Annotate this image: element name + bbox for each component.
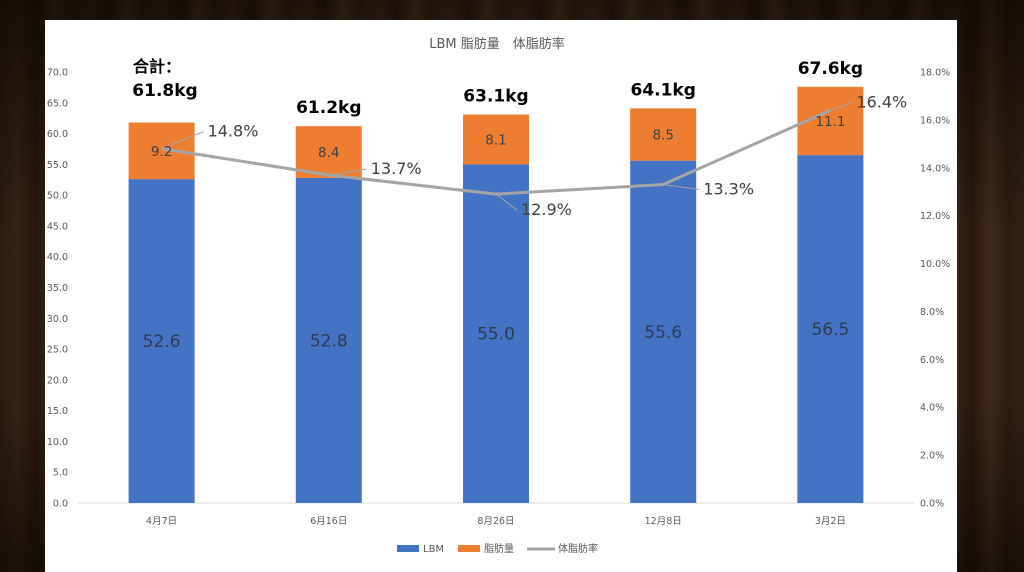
total-weight-label: 63.1kg	[463, 86, 528, 106]
total-weight-label: 64.1kg	[630, 80, 695, 100]
leader-line	[161, 131, 204, 150]
y-right-tick-label: 8.0%	[920, 307, 944, 318]
bar-lbm	[463, 164, 529, 503]
y-left-tick-label: 25.0	[47, 345, 68, 356]
chart-title: LBM 脂肪量 体脂肪率	[429, 36, 565, 52]
y-left-tick-label: 35.0	[47, 283, 68, 294]
lbm-value-label: 55.0	[477, 325, 515, 345]
y-left-tick-label: 40.0	[47, 252, 68, 263]
total-prefix-label: 合計：	[133, 57, 181, 76]
y-left-tick-label: 0.0	[53, 499, 68, 510]
bar-fat-mass	[295, 126, 362, 178]
leader-line	[328, 168, 367, 176]
legend: LBM 脂肪量 体脂肪率	[397, 542, 598, 555]
x-tick-label: 6月16日	[310, 516, 347, 527]
y-left-tick-label: 15.0	[47, 406, 68, 417]
fat-mass-value-label: 8.1	[485, 132, 506, 148]
y-left-tick-label: 50.0	[47, 191, 68, 202]
fat-mass-value-label: 8.4	[318, 145, 339, 161]
bars	[128, 86, 864, 504]
bar-lbm	[128, 179, 195, 504]
lbm-value-label: 55.6	[644, 323, 682, 343]
body-fat-rate-label: 13.7%	[371, 159, 422, 178]
y-right-tick-label: 14.0%	[920, 163, 950, 174]
lbm-value-label: 52.8	[310, 331, 348, 351]
y-right-tick-label: 0.0%	[920, 499, 944, 510]
line-series	[161, 101, 853, 211]
y-right-tick-label: 4.0%	[920, 403, 944, 414]
fat-mass-value-label: 9.2	[151, 144, 172, 160]
body-fat-rate-label: 12.9%	[521, 200, 572, 219]
fat-mass-value-label: 11.1	[815, 114, 845, 130]
x-tick-label: 3月2日	[815, 516, 846, 527]
y-left-tick-label: 5.0	[53, 468, 68, 479]
body-fat-rate-label: 13.3%	[703, 180, 754, 199]
y-right-tick-label: 2.0%	[920, 451, 944, 462]
lbm-value-label: 56.5	[811, 320, 849, 340]
body-fat-rate-label: 16.4%	[856, 92, 907, 111]
y-right-tick-label: 6.0%	[920, 355, 944, 366]
y-left-tick-label: 10.0	[47, 437, 68, 448]
total-weight-label: 67.6kg	[798, 59, 863, 79]
y-right-tick-label: 18.0%	[920, 68, 950, 79]
bar-lbm	[295, 177, 362, 503]
legend-label-fat-mass: 脂肪量	[484, 542, 514, 555]
y-left-tick-label: 70.0	[47, 68, 68, 79]
bar-lbm	[630, 160, 697, 504]
fat-mass-value-label: 8.5	[652, 127, 673, 143]
leader-line	[830, 101, 853, 111]
total-weight-label: 61.8kg	[132, 81, 197, 101]
data-labels: 52.6 9.2 52.8 8.4 55.0 8.1 55.6 8.5 56.5 11.1 14.8…	[143, 92, 908, 352]
x-tick-label: 12月8日	[645, 516, 682, 527]
y-right-tick-label: 12.0%	[920, 211, 950, 222]
bar-fat-mass	[463, 114, 529, 165]
legend-swatch-fat-mass	[458, 545, 480, 552]
legend-swatch-lbm	[397, 545, 419, 552]
total-labels: 合計： 61.8kg 61.2kg 63.1kg 64.1kg 67.6kg	[132, 57, 863, 118]
bar-lbm	[797, 155, 864, 503]
y-axis-ticks: 0.0 5.0 10.0 15.0 20.0 25.0 30.0 35.0 40.0 45.0 50…	[47, 68, 950, 510]
body-fat-rate-label: 14.8%	[208, 122, 259, 141]
leader-line	[495, 193, 518, 211]
y-left-tick-label: 45.0	[47, 221, 68, 232]
bar-fat-mass	[630, 108, 697, 161]
y-right-tick-label: 16.0%	[920, 115, 950, 126]
total-weight-label: 61.2kg	[296, 98, 361, 118]
legend-label-body-fat-rate: 体脂肪率	[558, 542, 598, 555]
y-left-tick-label: 65.0	[47, 98, 68, 109]
leader-line	[663, 184, 700, 191]
legend-label-lbm: LBM	[423, 544, 444, 555]
y-left-tick-label: 20.0	[47, 375, 68, 386]
y-left-tick-label: 55.0	[47, 160, 68, 171]
y-left-tick-label: 30.0	[47, 314, 68, 325]
lbm-value-label: 52.6	[143, 332, 181, 352]
x-tick-label: 4月7日	[146, 516, 177, 527]
x-tick-label: 8月26日	[477, 516, 514, 527]
y-left-tick-label: 60.0	[47, 129, 68, 140]
y-right-tick-label: 10.0%	[920, 259, 950, 270]
